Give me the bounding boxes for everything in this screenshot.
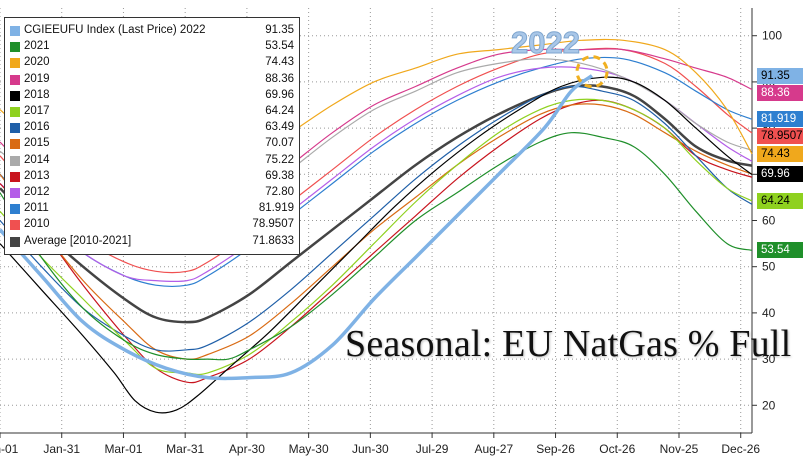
legend-series-name: 2012 xyxy=(24,186,50,198)
legend-series-name: 2019 xyxy=(24,72,50,85)
legend-series-value: 91.35 xyxy=(265,24,294,36)
legend-series-value: 63.49 xyxy=(265,121,294,134)
series-line-2021 xyxy=(0,132,753,361)
legend-series-name: 2018 xyxy=(24,88,50,101)
legend-series-name: 2013 xyxy=(24,169,50,182)
legend-item: 2014 75.22 xyxy=(10,153,294,169)
legend-item: 2019 88.36 xyxy=(10,72,294,88)
series-line-2015 xyxy=(0,103,753,360)
y-tick-label: 30 xyxy=(762,352,776,366)
end-value-tag: 74.43 xyxy=(757,145,803,162)
legend-series-value: 74.43 xyxy=(265,56,294,69)
end-value-tag: 69.96 xyxy=(757,166,803,183)
legend-swatch xyxy=(10,58,20,69)
legend-series-name: 2010 xyxy=(24,218,50,231)
series-line-2016 xyxy=(0,85,753,352)
legend-swatch xyxy=(10,204,20,215)
y-tick-label: 50 xyxy=(762,260,776,274)
x-tick-label: May-30 xyxy=(289,442,329,456)
y-tick-label: 20 xyxy=(762,398,776,412)
x-tick-label: Jan-01 xyxy=(0,442,19,456)
legend-series-name: 2020 xyxy=(24,56,50,69)
legend-swatch xyxy=(10,139,20,150)
legend-series-name: 2014 xyxy=(24,153,50,166)
x-tick-label: Sep-26 xyxy=(536,442,575,456)
legend-item: CGIEEUFU Index (Last Price) 2022 91.35 xyxy=(10,23,294,39)
x-tick-label: Jan-31 xyxy=(43,442,80,456)
legend-item: 2021 53.54 xyxy=(10,39,294,55)
legend-item: 2018 69.96 xyxy=(10,88,294,104)
legend-series-value: 81.919 xyxy=(258,202,294,215)
x-tick-label: Mar-01 xyxy=(104,442,142,456)
end-value-tag: 91.35 xyxy=(757,67,803,84)
legend-series-name: 2011 xyxy=(24,202,49,215)
legend-swatch xyxy=(10,155,20,166)
series-line-average-2010-2021 xyxy=(0,84,753,324)
annotations xyxy=(575,55,609,89)
series-line-2018 xyxy=(0,76,753,414)
x-tick-label: Mar-31 xyxy=(166,442,204,456)
legend-series-value: 53.54 xyxy=(265,40,294,53)
end-value-tag: 64.24 xyxy=(757,192,803,209)
legend-series-value: 69.38 xyxy=(265,169,294,182)
legend-series-name: 2016 xyxy=(24,121,50,134)
legend-series-name: CGIEEUFU Index (Last Price) 2022 xyxy=(24,24,206,36)
y-tick-label: 40 xyxy=(762,306,776,320)
legend-series-value: 72.80 xyxy=(265,186,294,198)
legend-series-value: 64.24 xyxy=(265,105,294,117)
end-value-tag: 78.9507 xyxy=(757,128,803,145)
legend-swatch xyxy=(10,90,20,101)
legend-item: 2011 81.919 xyxy=(10,201,294,217)
legend-series-name: 2015 xyxy=(24,137,50,150)
legend-series-value: 75.22 xyxy=(265,153,294,166)
chart-title: Seasonal: EU NatGas % Full xyxy=(345,323,792,365)
legend-item: 2012 72.80 xyxy=(10,185,294,201)
series-line-2010 xyxy=(0,47,753,274)
legend-item: 2016 63.49 xyxy=(10,120,294,136)
legend-series-value: 69.96 xyxy=(265,88,294,101)
legend-item: 2020 74.43 xyxy=(10,55,294,71)
legend-swatch xyxy=(10,26,20,36)
legend-series-value: 78.9507 xyxy=(252,218,294,231)
legend-swatch xyxy=(10,74,20,85)
legend-item: 2013 69.38 xyxy=(10,169,294,185)
y-tick-label: 60 xyxy=(762,214,776,228)
x-tick-label: Aug-27 xyxy=(474,442,513,456)
legend-swatch xyxy=(10,236,20,247)
x-tick-label: Jun-30 xyxy=(352,442,389,456)
legend-series-value: 88.36 xyxy=(265,72,294,85)
legend-series-value: 71.8633 xyxy=(252,234,294,247)
x-tick-label: Oct-26 xyxy=(599,442,635,456)
legend-series-name: 2021 xyxy=(24,40,50,53)
x-tick-label: Jul-29 xyxy=(416,442,449,456)
end-value-tag: 53.54 xyxy=(757,242,803,259)
legend-item: 2010 78.9507 xyxy=(10,217,294,233)
legend: CGIEEUFU Index (Last Price) 2022 91.35 202… xyxy=(4,17,300,255)
y-tick-label: 100 xyxy=(762,29,782,43)
x-tick-label: Nov-25 xyxy=(660,442,699,456)
legend-swatch xyxy=(10,107,20,117)
highlight-circle xyxy=(575,55,609,89)
end-value-tag: 88.36 xyxy=(757,84,803,101)
legend-item: 2017 64.24 xyxy=(10,104,294,120)
legend-series-value: 70.07 xyxy=(265,137,294,150)
series-line-cgieeufu-index-last-price-2022 xyxy=(0,74,594,381)
legend-item: 2015 70.07 xyxy=(10,136,294,152)
legend-swatch xyxy=(10,123,20,134)
legend-swatch xyxy=(10,188,20,198)
legend-swatch xyxy=(10,171,20,182)
legend-series-name: Average [2010-2021] xyxy=(24,234,132,247)
legend-swatch xyxy=(10,42,20,53)
legend-item: Average [2010-2021] 71.8633 xyxy=(10,234,294,250)
x-tick-label: Apr-30 xyxy=(229,442,265,456)
legend-swatch xyxy=(10,220,20,231)
year-annotation: 2022 xyxy=(511,25,581,61)
legend-series-name: 2017 xyxy=(24,105,50,117)
x-tick-label: Dec-26 xyxy=(721,442,760,456)
end-value-tag: 81.919 xyxy=(757,111,803,128)
series-line-2011 xyxy=(0,56,753,287)
